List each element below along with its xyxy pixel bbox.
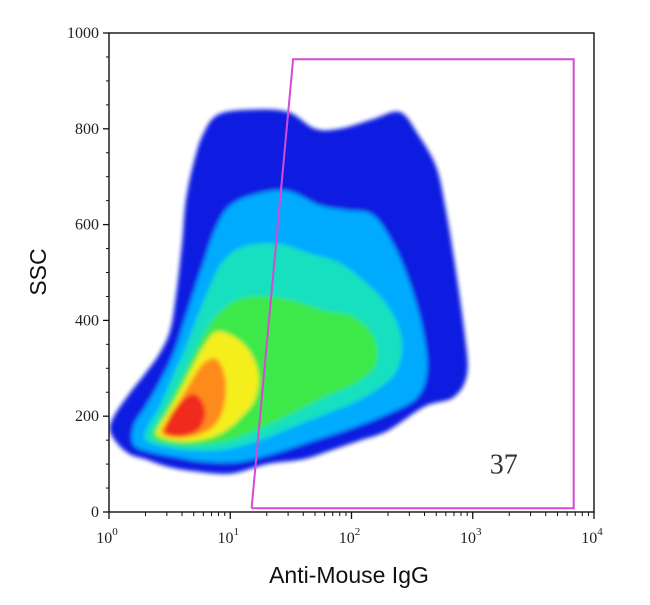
- axes: 0 200 400 600 800 1000 100 101 102 103 104: [67, 25, 603, 547]
- x-tick-label: 103: [460, 526, 482, 547]
- y-axis-title: SSC: [25, 248, 51, 295]
- y-tick-label: 1000: [67, 25, 99, 42]
- y-tick-label: 200: [75, 408, 99, 425]
- x-tick-label: 100: [96, 526, 118, 547]
- x-tick-label: 102: [339, 526, 361, 547]
- y-tick-label: 600: [75, 217, 99, 234]
- gate-percentage-label: 37: [490, 450, 518, 481]
- x-axis-title: Anti-Mouse IgG: [269, 562, 429, 588]
- x-tick-label: 104: [581, 526, 603, 547]
- y-tick-label: 800: [75, 121, 99, 138]
- y-tick-label: 400: [75, 312, 99, 329]
- y-tick-label: 0: [91, 504, 99, 521]
- gate-polygon: [250, 58, 575, 510]
- x-tick-label: 101: [218, 526, 240, 547]
- density-contour-peak: [164, 394, 206, 437]
- gate-region: [250, 58, 575, 510]
- density-cloud: [109, 109, 468, 475]
